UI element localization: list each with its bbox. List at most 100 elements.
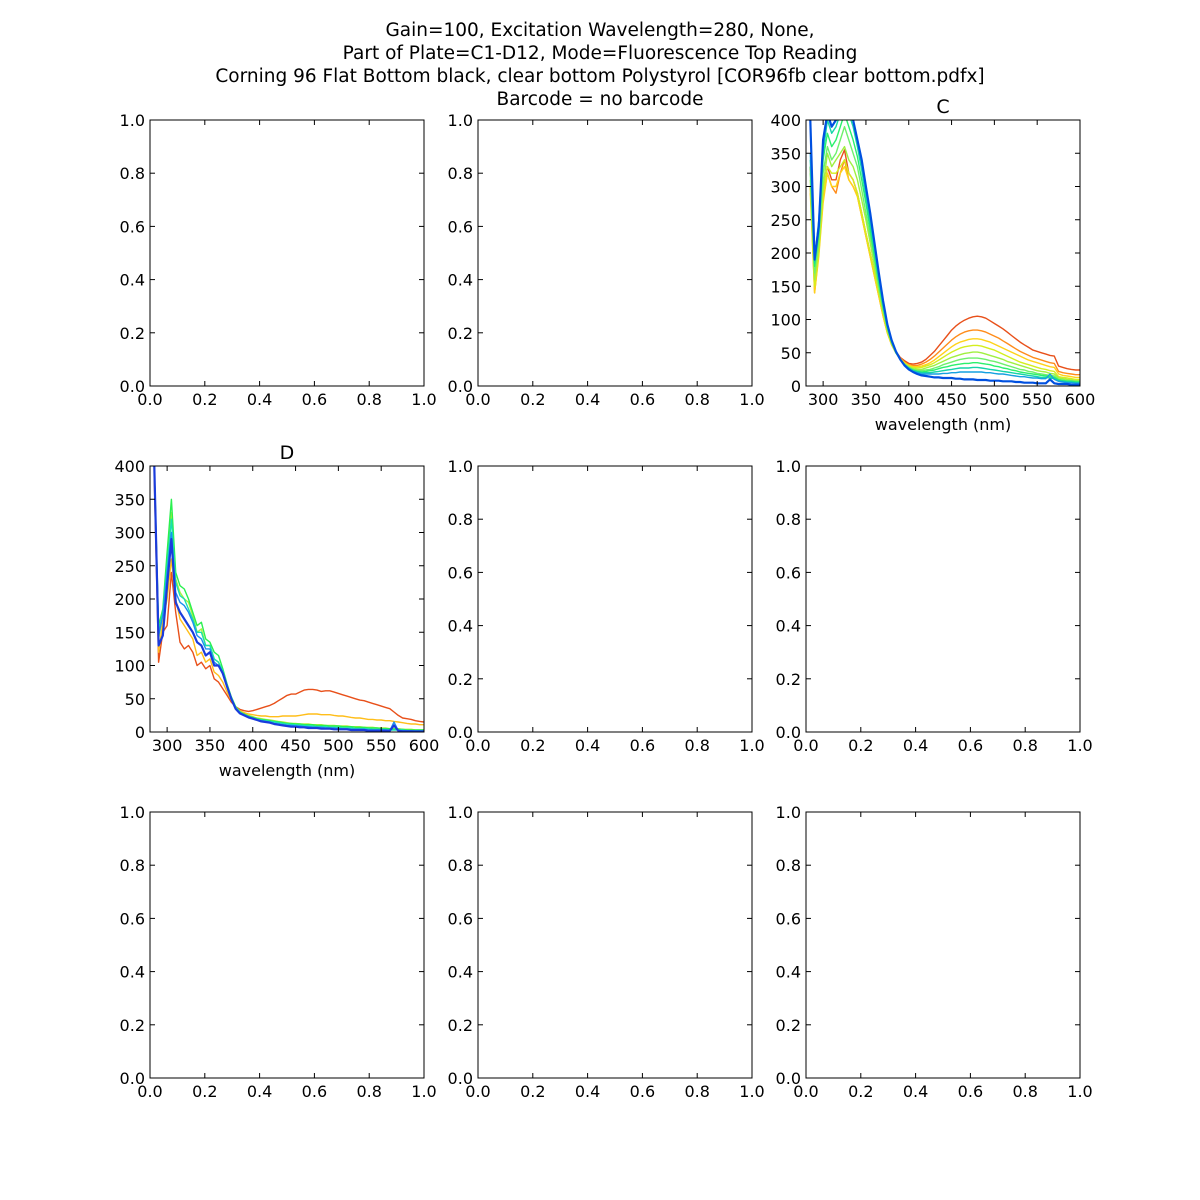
y-tick-label: 0.2 [120, 1016, 145, 1035]
x-tick-label: 0.0 [137, 390, 162, 409]
x-tick-label: 0.6 [958, 1082, 983, 1101]
x-tick-label: 400 [237, 736, 268, 755]
y-tick-label: 250 [114, 557, 145, 576]
y-tick-label: 1.0 [776, 803, 801, 822]
y-tick-label: 1.0 [776, 457, 801, 476]
subplot-5: 0.0 0.2 0.4 0.6 0.8 1.0 0.0 0.2 0.4 0.6 0.8 1.0 [448, 457, 765, 755]
series-line-2 [153, 466, 424, 726]
y-tick-label: 0.8 [448, 510, 473, 529]
subplot-8: 0.0 0.2 0.4 0.6 0.8 1.0 0.0 0.2 0.4 0.6 0.8 1.0 [448, 803, 765, 1101]
x-tick-label: 300 [152, 736, 183, 755]
x-tick-label: 0.4 [903, 736, 928, 755]
subplot-3: 300 350 400 450 500 550 600 0 50 100 150 200 250 300 3… [770, 96, 1095, 434]
y-tick-label: 100 [770, 311, 801, 330]
plot-frame [149, 811, 425, 1079]
y-tick-label: 0.8 [776, 856, 801, 875]
series-line-10 [809, 120, 1080, 386]
x-tick-label: 1.0 [411, 390, 436, 409]
x-tick-label: 0.6 [958, 736, 983, 755]
series-line-3 [153, 466, 424, 731]
x-tick-label: 550 [366, 736, 397, 755]
y-tick-label: 0.0 [776, 723, 801, 742]
series-line-2 [809, 159, 1080, 376]
x-tick-label: 0.2 [520, 390, 545, 409]
y-tick-label: 200 [770, 244, 801, 263]
x-tick-label: 0.2 [848, 1082, 873, 1101]
subplot-2: 0.0 0.2 0.4 0.6 0.8 1.0 0.0 0.2 0.4 0.6 0.8 1.0 [448, 111, 765, 409]
subplot-9: 0.0 0.2 0.4 0.6 0.8 1.0 0.0 0.2 0.4 0.6 0.8 1.0 [776, 803, 1093, 1101]
series-line-7 [153, 466, 424, 732]
x-tick-label: 1.0 [411, 1082, 436, 1101]
y-tick-label: 0.4 [120, 963, 145, 982]
x-tick-label: 0.4 [575, 390, 600, 409]
y-tick-label: 250 [770, 211, 801, 230]
y-tick-label: 0.8 [448, 164, 473, 183]
figure-title-line-3: Corning 96 Flat Bottom black, clear bott… [215, 66, 985, 87]
figure-title: Gain=100, Excitation Wavelength=280, Non… [0, 19, 1200, 111]
series-group [153, 466, 424, 732]
series-line-1 [153, 479, 424, 723]
x-tick-label: 500 [979, 390, 1010, 409]
y-tick-label: 400 [770, 111, 801, 130]
x-tick-label: 0.8 [356, 1082, 381, 1101]
series-line-4 [153, 466, 424, 731]
y-tick-label: 0.0 [448, 377, 473, 396]
y-tick-label: 0.4 [776, 963, 801, 982]
series-line-7 [809, 120, 1080, 383]
y-tick-label: 400 [114, 457, 145, 476]
plot-frame [805, 811, 1081, 1079]
series-line-6 [153, 466, 424, 732]
figure-title-line-4: Barcode = no barcode [496, 89, 704, 110]
x-tick-label: 0.4 [575, 1082, 600, 1101]
x-tick-label: 0.6 [630, 736, 655, 755]
x-tick-label: 0.0 [137, 1082, 162, 1101]
y-tick-label: 0.6 [120, 217, 145, 236]
series-line-8 [809, 120, 1080, 384]
y-tick-label: 200 [114, 590, 145, 609]
plot-frame [477, 811, 753, 1079]
x-tick-label: 0.6 [302, 1082, 327, 1101]
series-line-9 [809, 120, 1080, 384]
x-tick-label: 0.6 [630, 390, 655, 409]
y-tick-label: 0.8 [776, 510, 801, 529]
y-tick-label: 0.2 [120, 324, 145, 343]
x-tick-label: 0.4 [903, 1082, 928, 1101]
figure-title-line-1: Gain=100, Excitation Wavelength=280, Non… [385, 20, 815, 41]
series-line-4 [809, 159, 1080, 381]
y-tick-label: 350 [114, 490, 145, 509]
y-tick-label: 0.2 [448, 324, 473, 343]
y-tick-label: 0 [791, 377, 801, 396]
x-tick-label: 0.8 [684, 736, 709, 755]
series-line-5 [809, 145, 1080, 382]
x-tick-label: 0.0 [465, 1082, 490, 1101]
series-line-6 [809, 125, 1080, 382]
series-line-5 [153, 466, 424, 732]
y-tick-label: 0.0 [448, 723, 473, 742]
x-tick-label: 0.2 [192, 1082, 217, 1101]
x-tick-label: 0.8 [1012, 1082, 1037, 1101]
y-tick-label: 0.6 [776, 909, 801, 928]
x-tick-label: 0.4 [247, 390, 272, 409]
y-tick-label: 350 [770, 144, 801, 163]
x-tick-label: 1.0 [739, 736, 764, 755]
x-tick-label: 1.0 [739, 1082, 764, 1101]
y-tick-label: 1.0 [120, 803, 145, 822]
x-tick-label: 550 [1022, 390, 1053, 409]
plot-frame [149, 465, 425, 733]
x-tick-label: 0.2 [520, 736, 545, 755]
y-tick-label: 0.2 [448, 1016, 473, 1035]
x-tick-label: 0.0 [793, 1082, 818, 1101]
x-tick-label: 0.0 [465, 390, 490, 409]
x-tick-label: 350 [195, 736, 226, 755]
x-tick-label: 0.8 [684, 390, 709, 409]
y-tick-label: 1.0 [120, 111, 145, 130]
y-tick-label: 0.0 [120, 1069, 145, 1088]
series-group [809, 120, 1080, 386]
plot-frame [805, 119, 1081, 387]
y-tick-label: 0.4 [448, 271, 473, 290]
x-tick-label: 1.0 [1067, 1082, 1092, 1101]
y-tick-label: 0.0 [120, 377, 145, 396]
y-tick-label: 0.4 [448, 617, 473, 636]
x-tick-label: 0.6 [302, 390, 327, 409]
